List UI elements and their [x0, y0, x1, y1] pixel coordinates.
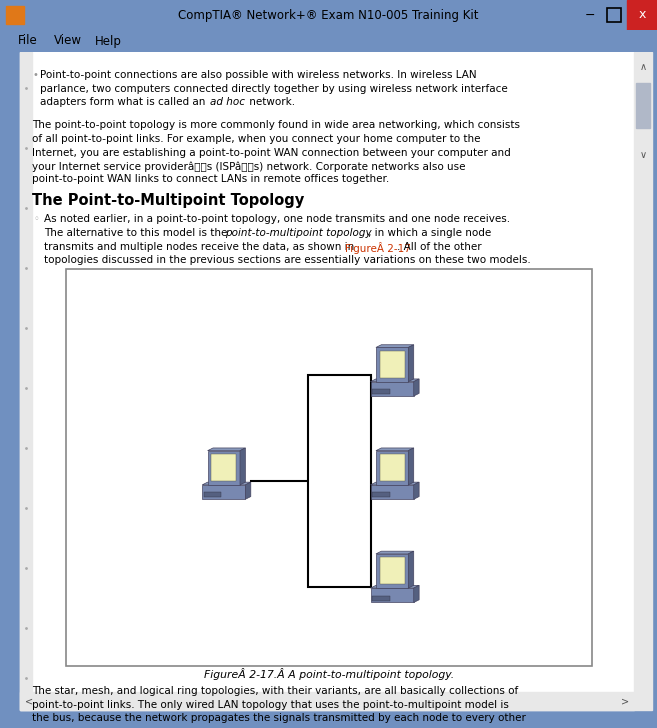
- Polygon shape: [376, 448, 414, 451]
- Bar: [627, 0, 657, 30]
- Text: The star, mesh, and logical ring topologies, with their variants, are all basica: The star, mesh, and logical ring topolog…: [32, 686, 518, 696]
- Bar: [380, 351, 405, 378]
- Bar: [380, 558, 405, 585]
- Bar: [211, 454, 237, 481]
- Text: adapters form what is called an: adapters form what is called an: [40, 97, 209, 107]
- Text: As noted earlier, in a point-to-point topology, one node transmits and one node : As noted earlier, in a point-to-point to…: [44, 215, 510, 224]
- Text: <: <: [25, 696, 33, 706]
- Bar: [208, 451, 240, 485]
- Text: ◦: ◦: [34, 215, 40, 224]
- Bar: [6, 6, 24, 24]
- Bar: [376, 347, 408, 381]
- Polygon shape: [414, 379, 419, 396]
- Polygon shape: [371, 379, 419, 381]
- Text: of all point-to-point links. For example, when you connect your home computer to: of all point-to-point links. For example…: [32, 134, 480, 144]
- Polygon shape: [240, 448, 246, 485]
- Bar: [66, 269, 592, 666]
- Text: the bus, because the network propagates the signals transmitted by each node to : the bus, because the network propagates …: [32, 713, 526, 723]
- Bar: [380, 454, 405, 481]
- Text: ∨: ∨: [639, 150, 646, 160]
- Bar: [373, 596, 390, 601]
- Text: FigureÂ 2-17.Â A point-to-multipoint topology.: FigureÂ 2-17.Â A point-to-multipoint top…: [204, 668, 454, 680]
- Bar: [373, 492, 390, 497]
- Polygon shape: [202, 482, 251, 485]
- Text: point-to-multipoint topology: point-to-multipoint topology: [225, 228, 372, 238]
- Bar: [373, 389, 390, 395]
- Bar: [20, 52, 32, 710]
- Text: Internet, you are establishing a point-to-point WAN connection between your comp: Internet, you are establishing a point-t…: [32, 148, 510, 157]
- Text: topologies discussed in the previous sections are essentially variations on thes: topologies discussed in the previous sec…: [44, 255, 531, 265]
- Bar: [202, 485, 246, 499]
- Bar: [308, 375, 371, 587]
- Polygon shape: [408, 345, 414, 381]
- Text: transmits and multiple nodes receive the data, as shown in: transmits and multiple nodes receive the…: [44, 242, 357, 251]
- Text: −: −: [585, 9, 595, 22]
- Polygon shape: [208, 448, 246, 451]
- Polygon shape: [414, 585, 419, 603]
- Polygon shape: [376, 551, 414, 554]
- Text: ∧: ∧: [639, 62, 646, 72]
- Text: your Internet service providerâs (ISPâs) network. Corporate networks also us: your Internet service providerâs (ISPâ…: [32, 161, 466, 172]
- Text: point-to-point WAN links to connect LANs in remote offices together.: point-to-point WAN links to connect LANs…: [32, 175, 389, 184]
- Bar: [634, 52, 652, 710]
- Polygon shape: [376, 345, 414, 347]
- Text: x: x: [639, 9, 646, 22]
- Polygon shape: [371, 585, 419, 588]
- Bar: [376, 554, 408, 588]
- Text: >: >: [621, 696, 629, 706]
- Bar: [371, 485, 414, 499]
- Bar: [636, 83, 650, 128]
- Text: The point-to-point topology is more commonly found in wide area networking, whic: The point-to-point topology is more comm…: [32, 121, 520, 130]
- Text: parlance, two computers connected directly together by using wireless network in: parlance, two computers connected direct…: [40, 84, 508, 93]
- Text: View: View: [54, 34, 82, 47]
- Polygon shape: [408, 448, 414, 485]
- Text: point-to-point links. The only wired LAN topology that uses the point-to-multipo: point-to-point links. The only wired LAN…: [32, 700, 509, 710]
- Polygon shape: [246, 482, 251, 499]
- Text: FigureÂ 2-17: FigureÂ 2-17: [345, 242, 411, 253]
- Bar: [376, 451, 408, 485]
- Polygon shape: [414, 482, 419, 499]
- Text: CompTIA® Network+® Exam N10-005 Training Kit: CompTIA® Network+® Exam N10-005 Training…: [178, 9, 479, 22]
- Text: File: File: [18, 34, 38, 47]
- Polygon shape: [408, 551, 414, 588]
- Text: , in which a single node: , in which a single node: [368, 228, 491, 238]
- Bar: [371, 381, 414, 396]
- Bar: [204, 492, 221, 497]
- Text: The Point-to-Multipoint Topology: The Point-to-Multipoint Topology: [32, 192, 304, 207]
- Text: The alternative to this model is the: The alternative to this model is the: [44, 228, 231, 238]
- Text: Point-to-point connections are also possible with wireless networks. In wireless: Point-to-point connections are also poss…: [40, 70, 476, 80]
- Text: •: •: [32, 70, 38, 80]
- Text: . All of the other: . All of the other: [397, 242, 482, 251]
- Text: network.: network.: [246, 97, 295, 107]
- Text: ad hoc: ad hoc: [210, 97, 245, 107]
- Bar: [20, 692, 634, 710]
- Bar: [371, 588, 414, 603]
- Text: Help: Help: [95, 34, 122, 47]
- Polygon shape: [371, 482, 419, 485]
